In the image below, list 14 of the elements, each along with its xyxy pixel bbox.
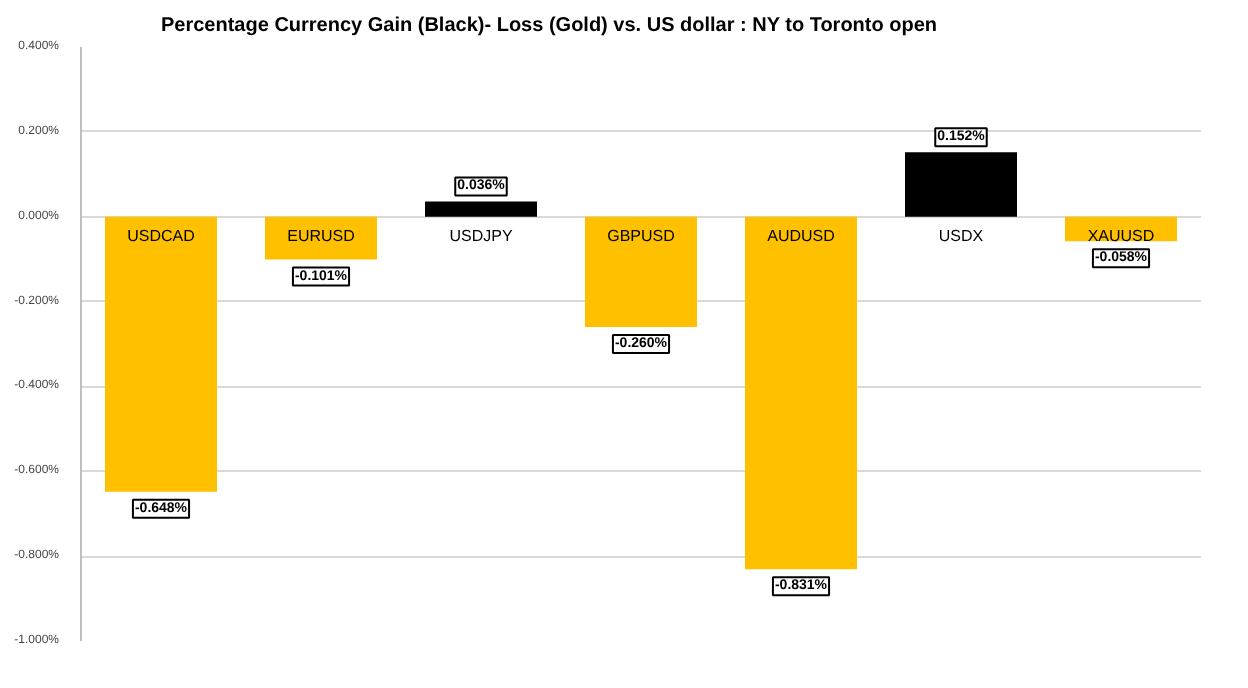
x-tick-label: XAUUSD	[1087, 226, 1155, 245]
bar	[265, 216, 377, 260]
bar	[105, 216, 217, 492]
x-tick-label: EURUSD	[287, 226, 356, 245]
bar	[425, 201, 537, 217]
x-tick-label: USDX	[938, 226, 985, 245]
x-tick-label: USDCAD	[127, 226, 196, 245]
x-tick-label: AUDUSD	[767, 226, 836, 245]
bar	[585, 216, 697, 328]
x-tick-label: USDJPY	[449, 226, 514, 245]
chart-title: Percentage Currency Gain (Black)- Loss (Gold) vs. US dollar : NY to Toronto open	[161, 15, 938, 37]
bar	[745, 216, 857, 570]
bar	[905, 152, 1017, 217]
x-tick-label: GBPUSD	[607, 226, 676, 245]
